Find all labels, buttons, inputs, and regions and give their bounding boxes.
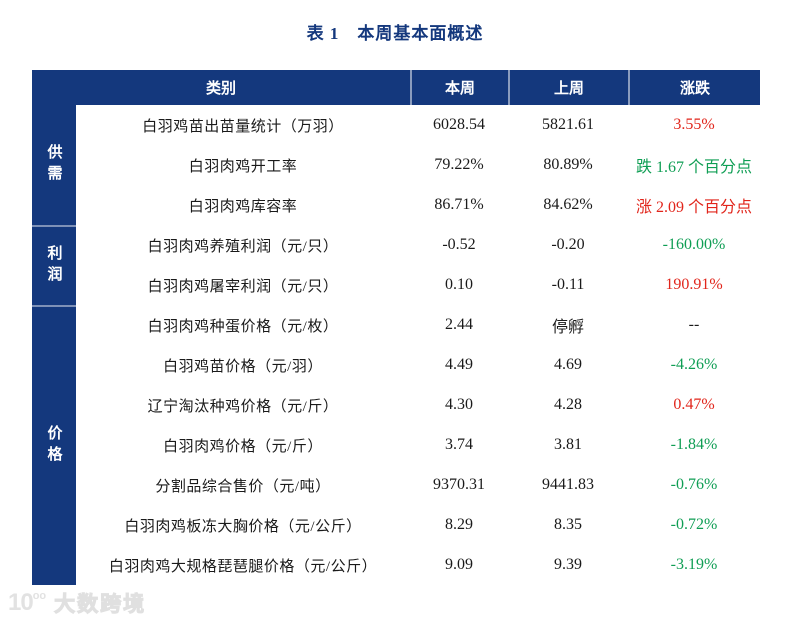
category-cell: 分割品综合售价（元/吨） [155,478,331,495]
this-week-cell: 9370.31 [433,476,485,493]
category-cell: 白羽肉鸡养殖利润（元/只） [147,238,339,255]
last-week-cell: 80.89% [543,156,593,173]
table-header-row: 类别 本周 上周 涨跌 [32,70,760,105]
category-sidebar: 供需 利润 价格 [32,105,76,585]
sidebar-group-2: 利润 [32,225,76,305]
this-week-cell: 3.74 [445,436,473,453]
change-cell: 3.55% [673,116,715,133]
change-cell: -0.76% [670,476,718,493]
table-row: 白羽肉鸡养殖利润（元/只） -0.52 -0.20 -160.00% [76,225,760,265]
this-week-cell: 79.22% [434,156,484,173]
table-rows: 白羽鸡苗出苗量统计（万羽） 6028.54 5821.61 3.55% 白羽肉鸡开工率 7… [76,105,760,585]
summary-table: 类别 本周 上周 涨跌 供需利润价格 白羽鸡苗出苗量统计（万羽） 6028.54 5… [32,70,760,585]
change-cell: 190.91% [665,276,723,293]
this-week-cell: 4.30 [445,396,473,413]
sidebar-group-1: 供需 [32,105,76,225]
this-week-cell: 86.71% [434,196,484,213]
this-week-cell: 4.49 [445,356,473,373]
last-week-cell: 5821.61 [542,116,594,133]
table-body: 供需 利润 价格 白羽鸡苗出苗量统计（万羽） 6028.54 5821.61 3.55% 白… [32,105,760,585]
last-week-cell: 停孵 [551,319,584,336]
table-row: 白羽肉鸡板冻大胸价格（元/公斤） 8.29 8.35 -0.72% [76,505,760,545]
header-this-week: 本周 [410,70,508,105]
header-last-week: 上周 [508,70,628,105]
change-cell: -- [688,316,700,333]
this-week-cell: 0.10 [445,276,473,293]
category-cell: 白羽肉鸡板冻大胸价格（元/公斤） [124,518,362,535]
sidebar-group-label: 供需 [45,144,62,186]
this-week-cell: -0.52 [442,236,476,253]
category-cell: 白羽鸡苗出苗量统计（万羽） [142,118,344,135]
this-week-cell: 6028.54 [433,116,485,133]
sidebar-group-label: 利润 [45,245,62,287]
this-week-cell: 2.44 [445,316,473,333]
table-row: 白羽肉鸡库容率 86.71% 84.62% 涨 2.09 个百分点 [76,185,760,225]
last-week-cell: 3.81 [554,436,582,453]
category-cell: 白羽肉鸡开工率 [188,158,298,175]
category-cell: 白羽肉鸡屠宰利润（元/只） [147,278,339,295]
sidebar-group-3: 价格 [32,305,76,585]
watermark: 10 oo 大数跨境 [8,588,146,618]
change-cell: -4.26% [670,356,718,373]
change-cell: 跌 1.67 个百分点 [635,159,752,176]
watermark-logo-icon: 10 oo [8,589,47,616]
last-week-cell: 9.39 [554,556,582,573]
change-cell: -160.00% [662,236,726,253]
header-category: 类别 [205,81,236,97]
change-cell: 0.47% [673,396,715,413]
last-week-cell: 8.35 [554,516,582,533]
change-cell: -1.84% [670,436,718,453]
change-cell: -3.19% [670,556,718,573]
category-cell: 白羽肉鸡库容率 [188,198,298,215]
last-week-cell: -0.20 [551,236,585,253]
table-row: 白羽鸡苗出苗量统计（万羽） 6028.54 5821.61 3.55% [76,105,760,145]
last-week-cell: 9441.83 [542,476,594,493]
table-row: 白羽肉鸡种蛋价格（元/枚） 2.44 停孵 -- [76,305,760,345]
last-week-cell: -0.11 [551,276,585,293]
table-row: 白羽肉鸡大规格琵琶腿价格（元/公斤） 9.09 9.39 -3.19% [76,545,760,585]
last-week-cell: 4.69 [554,356,582,373]
table-row: 白羽肉鸡屠宰利润（元/只） 0.10 -0.11 190.91% [76,265,760,305]
header-change: 涨跌 [628,70,760,105]
watermark-text: 大数跨境 [54,593,147,617]
category-cell: 白羽鸡苗价格（元/羽） [163,358,323,375]
table-row: 白羽鸡苗价格（元/羽） 4.49 4.69 -4.26% [76,345,760,385]
table-row: 白羽肉鸡开工率 79.22% 80.89% 跌 1.67 个百分点 [76,145,760,185]
change-cell: -0.72% [670,516,718,533]
table-row: 辽宁淘汰种鸡价格（元/斤） 4.30 4.28 0.47% [76,385,760,425]
table-row: 白羽肉鸡价格（元/斤） 3.74 3.81 -1.84% [76,425,760,465]
category-cell: 辽宁淘汰种鸡价格（元/斤） [147,398,339,415]
change-cell: 涨 2.09 个百分点 [635,199,752,216]
table-row: 分割品综合售价（元/吨） 9370.31 9441.83 -0.76% [76,465,760,505]
category-cell: 白羽肉鸡价格（元/斤） [163,438,323,455]
sidebar-group-label: 价格 [45,425,62,467]
category-cell: 白羽肉鸡大规格琵琶腿价格（元/公斤） [108,558,378,575]
this-week-cell: 8.29 [445,516,473,533]
category-cell: 白羽肉鸡种蛋价格（元/枚） [147,318,339,335]
last-week-cell: 4.28 [554,396,582,413]
table-title: 表 1 本周基本面概述 [306,24,484,43]
this-week-cell: 9.09 [445,556,473,573]
last-week-cell: 84.62% [543,196,593,213]
